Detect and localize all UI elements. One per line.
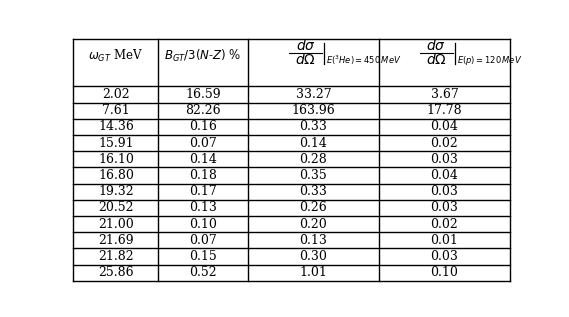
Text: $\omega_{GT}$ MeV: $\omega_{GT}$ MeV — [88, 48, 143, 63]
Text: $d\sigma$: $d\sigma$ — [427, 38, 447, 53]
Text: 0.10: 0.10 — [189, 218, 217, 231]
Text: 0.13: 0.13 — [189, 202, 217, 215]
Text: 0.18: 0.18 — [189, 169, 217, 182]
Text: 3.67: 3.67 — [431, 88, 458, 101]
Text: 0.13: 0.13 — [299, 234, 327, 247]
Text: 0.14: 0.14 — [299, 137, 327, 150]
Text: 14.36: 14.36 — [98, 120, 134, 133]
Text: 16.10: 16.10 — [98, 153, 134, 166]
Text: 0.01: 0.01 — [431, 234, 459, 247]
Text: 0.07: 0.07 — [189, 137, 217, 150]
Text: 1.01: 1.01 — [299, 266, 327, 279]
Text: 0.03: 0.03 — [431, 250, 459, 263]
Text: 0.02: 0.02 — [431, 218, 458, 231]
Text: $d\Omega$: $d\Omega$ — [295, 52, 316, 67]
Text: 15.91: 15.91 — [98, 137, 134, 150]
Text: 0.30: 0.30 — [299, 250, 327, 263]
Text: 0.10: 0.10 — [431, 266, 459, 279]
Text: 163.96: 163.96 — [291, 104, 335, 117]
Text: 0.03: 0.03 — [431, 185, 459, 198]
Text: 0.20: 0.20 — [299, 218, 327, 231]
Text: 0.14: 0.14 — [189, 153, 217, 166]
Text: 7.61: 7.61 — [102, 104, 130, 117]
Text: 0.28: 0.28 — [299, 153, 327, 166]
Text: 0.02: 0.02 — [431, 137, 458, 150]
Text: 0.33: 0.33 — [299, 120, 327, 133]
Text: $E(p)=120\,MeV$: $E(p)=120\,MeV$ — [457, 54, 522, 67]
Text: 0.04: 0.04 — [431, 120, 459, 133]
Text: 0.03: 0.03 — [431, 202, 459, 215]
Text: 0.17: 0.17 — [189, 185, 217, 198]
Text: 0.04: 0.04 — [431, 169, 459, 182]
Text: 33.27: 33.27 — [296, 88, 331, 101]
Text: 20.52: 20.52 — [98, 202, 134, 215]
Text: $B_{GT}/3(N$-$Z)$ %: $B_{GT}/3(N$-$Z)$ % — [164, 48, 242, 63]
Text: 21.82: 21.82 — [98, 250, 134, 263]
Text: 25.86: 25.86 — [98, 266, 134, 279]
Text: $d\sigma$: $d\sigma$ — [295, 38, 315, 53]
Text: 0.07: 0.07 — [189, 234, 217, 247]
Text: 16.59: 16.59 — [185, 88, 221, 101]
Text: 21.69: 21.69 — [98, 234, 134, 247]
Text: 0.26: 0.26 — [299, 202, 327, 215]
Text: 0.16: 0.16 — [189, 120, 217, 133]
Text: 2.02: 2.02 — [102, 88, 130, 101]
Text: 0.33: 0.33 — [299, 185, 327, 198]
Text: 0.52: 0.52 — [189, 266, 217, 279]
Text: 17.78: 17.78 — [427, 104, 462, 117]
Text: 21.00: 21.00 — [98, 218, 134, 231]
Text: 0.03: 0.03 — [431, 153, 459, 166]
Text: $d\Omega$: $d\Omega$ — [426, 52, 447, 67]
Text: 0.15: 0.15 — [189, 250, 217, 263]
Text: $E({}^3He)=450\,MeV$: $E({}^3He)=450\,MeV$ — [326, 53, 401, 67]
Text: 19.32: 19.32 — [98, 185, 134, 198]
Text: 16.80: 16.80 — [98, 169, 134, 182]
Text: 0.35: 0.35 — [299, 169, 327, 182]
Text: 82.26: 82.26 — [185, 104, 221, 117]
